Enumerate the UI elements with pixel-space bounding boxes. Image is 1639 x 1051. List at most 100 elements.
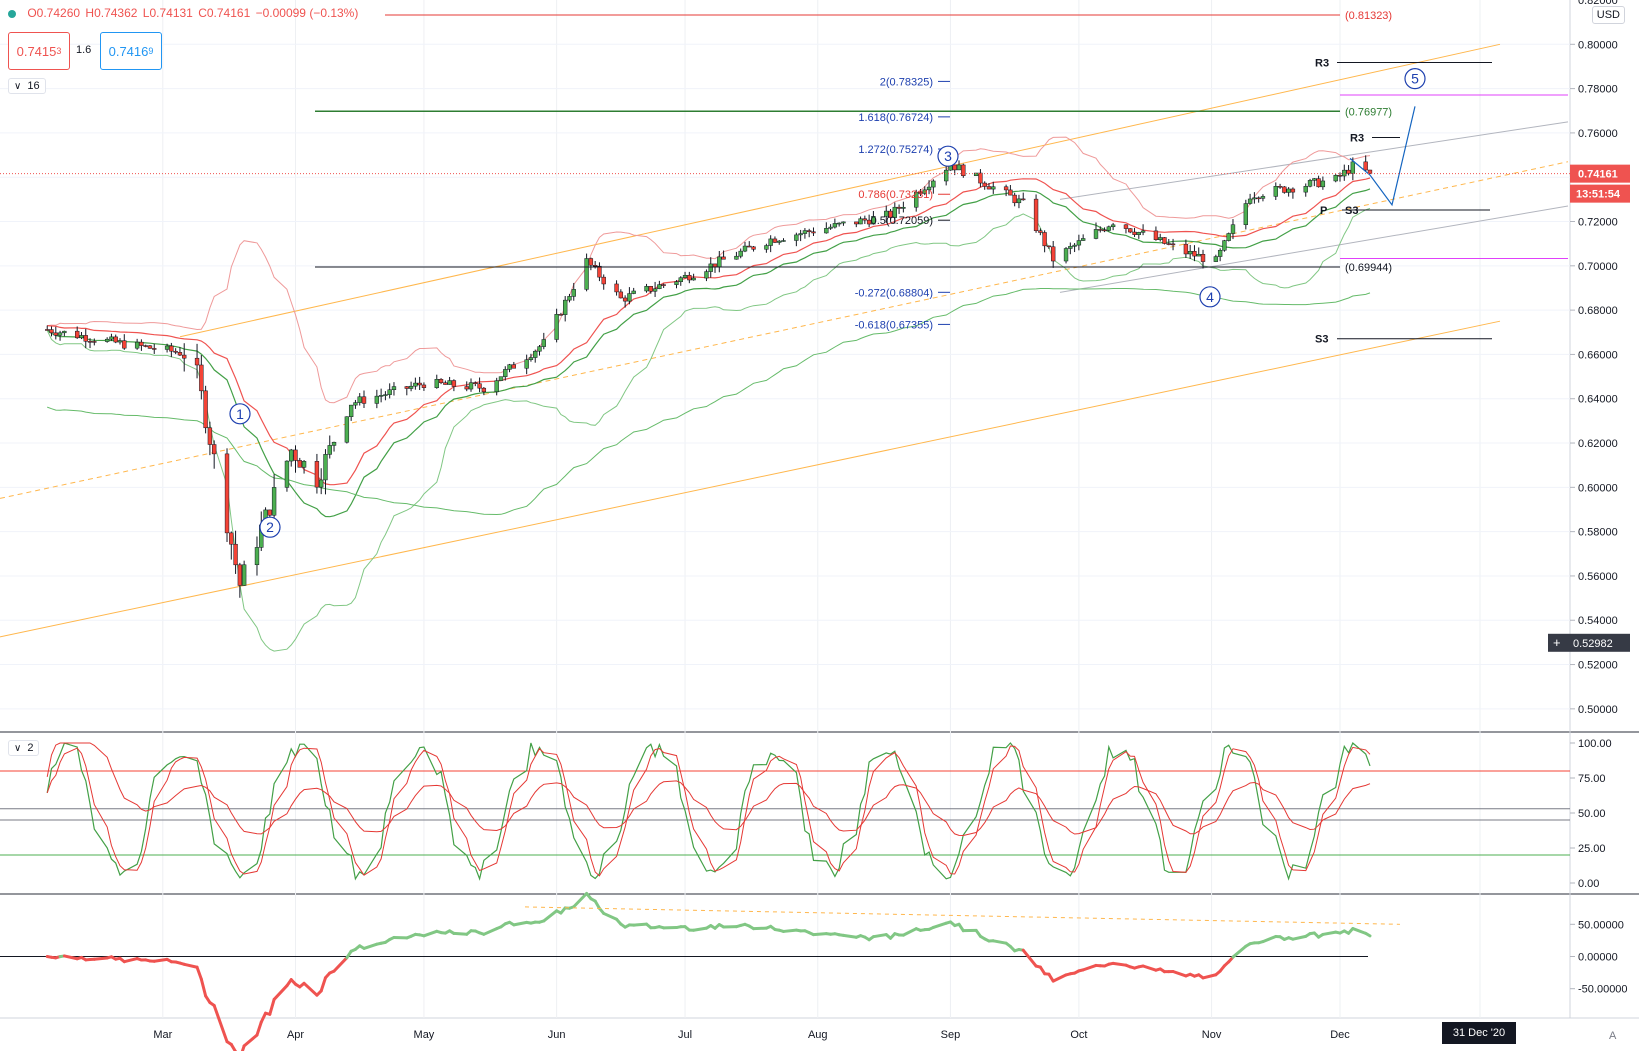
osc-segment (991, 939, 1008, 945)
market-status-icon (8, 9, 16, 18)
price-tick-label: 0.68000 (1578, 305, 1618, 317)
osc-trend-line (524, 906, 1401, 925)
candle-body (1132, 231, 1137, 235)
candle-body (528, 357, 534, 360)
osc-segment (242, 1033, 259, 1048)
candle-body (348, 404, 354, 417)
candle-body (323, 454, 328, 481)
osc-segment (362, 942, 379, 950)
candle-body (802, 230, 808, 234)
candle-body (524, 359, 529, 369)
candle-body (862, 218, 868, 221)
candle-body (747, 245, 752, 248)
candle-body (344, 416, 350, 443)
osc-segment (692, 926, 708, 932)
candle-body (704, 271, 709, 279)
candle-body (866, 219, 872, 225)
osc-segment (1364, 931, 1372, 938)
buy-price-pip: 9 (148, 46, 154, 56)
fib-label: -0.618(0.67355) (855, 319, 933, 331)
price-tick-label: 0.56000 (1578, 571, 1618, 583)
candle-body (1123, 224, 1129, 229)
fib-label: 0.5(0.72059) (871, 215, 933, 227)
candle-body (588, 258, 594, 266)
candle-body (1076, 240, 1082, 246)
candle-body (533, 350, 538, 358)
sell-button[interactable]: 0.7415 3 (8, 32, 70, 70)
candle-body (896, 206, 902, 209)
stoch-legend-toggle[interactable]: ∨ 2 (8, 740, 40, 756)
indicator-count: 16 (27, 80, 40, 92)
osc-segment (1351, 927, 1368, 935)
candle-body (233, 543, 238, 566)
close-value: C0.74161 (198, 6, 251, 20)
osc-segment (182, 962, 199, 969)
candle-body (652, 288, 658, 292)
open-value: O0.74260 (27, 6, 81, 20)
candle-body (973, 172, 979, 177)
candle-body (986, 186, 992, 190)
candle-body (1333, 174, 1338, 182)
candle-body (918, 191, 923, 194)
osc-segment (152, 957, 169, 963)
candle-body (961, 164, 966, 177)
fib-label: 1.272(0.75274) (858, 144, 933, 156)
candle-body (1226, 233, 1231, 241)
candle-body (1363, 161, 1368, 171)
candle-body (1222, 240, 1227, 251)
candle-body (1337, 174, 1343, 177)
candle-body (237, 564, 243, 586)
crosshair-price-tag: 0.52982 (1573, 638, 1613, 650)
price-tick-label: 0.54000 (1578, 615, 1618, 627)
stoch-indicator-count: 2 (27, 742, 34, 754)
candle-body (1072, 244, 1077, 247)
time-label: Sep (941, 1029, 961, 1041)
pivot-label: S3 (1315, 334, 1328, 346)
pivot-label: S3 (1345, 205, 1358, 217)
candle-body (1243, 203, 1249, 225)
osc-segment (602, 911, 619, 921)
candle-body (614, 283, 619, 293)
candle-body (1153, 230, 1159, 240)
candle-body (811, 231, 816, 234)
candle-body (922, 189, 927, 194)
stoch-slow-line (46, 742, 1371, 837)
candle-body (468, 382, 474, 390)
upper-band-outer (47, 136, 1371, 404)
candle-body (914, 191, 919, 208)
candle-body (408, 385, 414, 389)
wave-projection-path (1349, 106, 1416, 207)
currency-button[interactable]: USD (1591, 6, 1625, 24)
price-tick-label: 0.52000 (1578, 660, 1618, 672)
candle-body (1012, 194, 1017, 204)
osc-segment (272, 984, 289, 1001)
candle-body (956, 164, 962, 171)
candle-body (254, 547, 260, 566)
osc-segment (1141, 964, 1158, 972)
wave-label-circle (229, 403, 251, 425)
wave-label: 2 (266, 519, 274, 535)
candle-body (871, 216, 876, 225)
wave-label: 1 (236, 406, 244, 422)
candle-body (777, 240, 782, 243)
price-tick-label: 0.50000 (1578, 704, 1618, 716)
osc-segment (268, 997, 276, 1016)
candle-body (563, 299, 568, 315)
osc-segment (572, 891, 589, 909)
candle-body (134, 341, 140, 349)
sell-price: 0.7415 (16, 43, 57, 59)
candle-body (1346, 169, 1351, 174)
candle-body (1102, 229, 1107, 232)
osc-segment (92, 956, 109, 961)
candle-body (978, 172, 983, 184)
indicators-toggle[interactable]: ∨ 16 (8, 78, 46, 94)
buy-button[interactable]: 0.7416 9 (100, 32, 162, 70)
candle-body (177, 352, 183, 356)
osc-segment (542, 909, 559, 923)
auto-scale-button[interactable]: A (1609, 1030, 1617, 1042)
candle-body (413, 382, 418, 387)
time-label: Aug (808, 1029, 828, 1041)
candle-body (1162, 237, 1167, 244)
osc-segment (1021, 948, 1038, 968)
